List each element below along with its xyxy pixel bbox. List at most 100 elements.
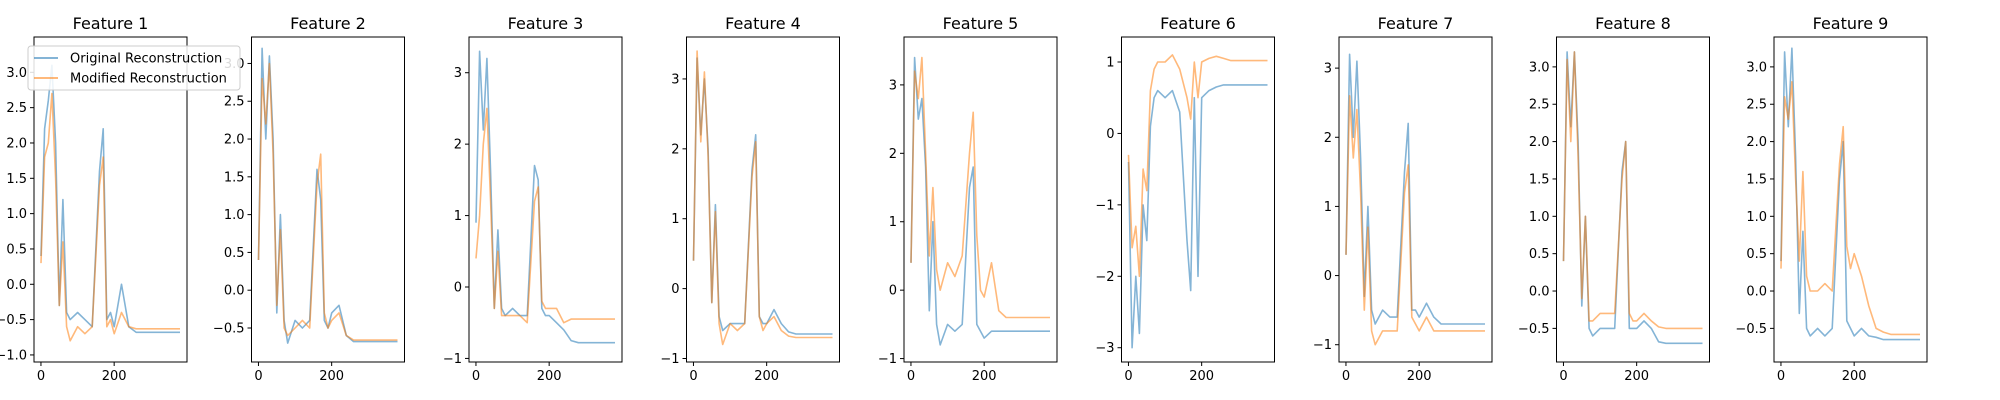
y-tick-label: 3.0 bbox=[1529, 60, 1550, 75]
series-line-modified bbox=[1562, 51, 1703, 330]
subplot-title: Feature 5 bbox=[943, 14, 1019, 33]
y-tick-label: 1.5 bbox=[1529, 172, 1550, 187]
y-tick-label: 2.0 bbox=[1529, 135, 1550, 150]
y-tick-label: 0 bbox=[1106, 127, 1114, 142]
y-tick-label: 2.5 bbox=[1746, 98, 1767, 113]
y-tick-label: 1.0 bbox=[1529, 210, 1550, 225]
x-tick-label: 0 bbox=[472, 369, 480, 384]
series-line-original bbox=[1127, 84, 1268, 349]
subplot-grid: −1.0−0.50.00.51.01.52.02.53.00 200Feature… bbox=[0, 14, 1928, 384]
series-line-modified bbox=[475, 107, 615, 324]
x-tick-label: 200 bbox=[1624, 369, 1649, 384]
axes-frame bbox=[468, 36, 623, 363]
y-tick-label: 0.5 bbox=[1746, 247, 1767, 262]
series-line-modified bbox=[910, 56, 1050, 319]
subplot-title: Feature 8 bbox=[1595, 14, 1671, 33]
subplot-6: −3 −2 −1 0 1 0 200 Feature 6 bbox=[1095, 14, 1275, 384]
y-tick-label: 2.0 bbox=[6, 136, 27, 151]
legend-label-modified: Modified Reconstruction bbox=[70, 72, 227, 87]
x-tick-label: 200 bbox=[754, 369, 779, 384]
subplot-3: −1 0 1 2 3 0 200 Feature 3 bbox=[443, 14, 623, 384]
y-tick-label: 2.5 bbox=[1529, 98, 1550, 113]
subplot-9: −0.5 0.0 0.5 1.0 1.5 2.0 2.5 3.0 0 200 Feature 9 bbox=[1735, 14, 1928, 384]
y-tick-label: 0 bbox=[454, 281, 462, 296]
y-tick-label: 2 bbox=[671, 142, 679, 157]
y-tick-label: 2.0 bbox=[224, 133, 245, 148]
y-tick-label: −0.5 bbox=[1735, 322, 1767, 337]
y-tick-label: −0.5 bbox=[1518, 322, 1550, 337]
y-tick-label: −2 bbox=[1095, 270, 1114, 285]
subplot-title: Feature 6 bbox=[1160, 14, 1236, 33]
subplot-title: Feature 7 bbox=[1378, 14, 1454, 33]
y-tick-label: 1 bbox=[454, 209, 462, 224]
y-tick-label: 1 bbox=[671, 212, 679, 227]
subplot-title: Feature 1 bbox=[73, 14, 149, 33]
y-tick-label: 3 bbox=[1324, 62, 1332, 77]
axes-frame bbox=[1773, 36, 1928, 363]
x-tick-label: 200 bbox=[1189, 369, 1214, 384]
y-tick-label: 2.5 bbox=[224, 95, 245, 110]
subplot-title: Feature 3 bbox=[508, 14, 584, 33]
series-line-modified bbox=[257, 62, 398, 341]
x-tick-label: 200 bbox=[972, 369, 997, 384]
y-tick-label: 0.5 bbox=[1529, 247, 1550, 262]
x-tick-label: 0 bbox=[1342, 369, 1350, 384]
axes-frame bbox=[1338, 36, 1493, 363]
x-tick-label: 0 bbox=[1777, 369, 1785, 384]
x-tick-label: 0 bbox=[1559, 369, 1567, 384]
subplot-7: −1 0 1 2 3 0 200 Feature 7 bbox=[1313, 14, 1493, 384]
y-tick-label: −1.0 bbox=[0, 348, 27, 363]
x-tick-label: 0 bbox=[907, 369, 915, 384]
axes-frame bbox=[686, 36, 840, 363]
y-tick-label: 2 bbox=[454, 138, 462, 153]
x-tick-label: 0 bbox=[1124, 369, 1132, 384]
y-tick-label: 1.0 bbox=[224, 208, 245, 223]
x-tick-label: 200 bbox=[1842, 369, 1867, 384]
y-tick-label: 1.0 bbox=[1746, 210, 1767, 225]
y-tick-label: 2 bbox=[889, 147, 897, 162]
y-tick-label: −1 bbox=[1095, 198, 1114, 213]
series-line-modified bbox=[1780, 81, 1920, 336]
y-tick-label: 1.5 bbox=[224, 170, 245, 185]
x-tick-label: 0 bbox=[37, 369, 45, 384]
series-line-modified bbox=[1345, 95, 1485, 346]
axes-frame bbox=[1121, 36, 1275, 363]
legend-box bbox=[27, 45, 241, 91]
axes-frame bbox=[903, 36, 1058, 363]
y-tick-label: −1 bbox=[878, 352, 897, 367]
y-tick-label: 3.0 bbox=[1746, 60, 1767, 75]
x-tick-label: 0 bbox=[254, 369, 262, 384]
y-tick-label: 0.0 bbox=[1746, 285, 1767, 300]
x-tick-label: 200 bbox=[319, 369, 344, 384]
y-tick-label: 3 bbox=[454, 66, 462, 81]
subplot-title: Feature 2 bbox=[290, 14, 366, 33]
y-tick-label: −3 bbox=[1095, 341, 1114, 356]
axes-frame bbox=[33, 36, 188, 363]
y-tick-label: 0.5 bbox=[224, 246, 245, 261]
x-tick-label: 200 bbox=[537, 369, 562, 384]
y-tick-label: 0 bbox=[889, 284, 897, 299]
series-line-original bbox=[910, 56, 1050, 346]
series-line-modified bbox=[1127, 54, 1268, 278]
y-tick-label: 2 bbox=[1324, 131, 1332, 146]
axes-frame bbox=[1556, 36, 1710, 363]
legend-label-original: Original Reconstruction bbox=[70, 52, 222, 67]
y-tick-label: 3 bbox=[889, 78, 897, 93]
y-tick-label: −0.5 bbox=[213, 321, 245, 336]
y-tick-label: 1 bbox=[1106, 56, 1114, 71]
subplot-title: Feature 9 bbox=[1813, 14, 1889, 33]
subplot-1: −1.0 −0.5 0.0 0.5 1.0 1.5 2.0 2.5 3.0 0 200 Feature… bbox=[0, 14, 188, 384]
legend: Original Reconstruction Modified Reconstr… bbox=[27, 45, 241, 91]
y-tick-label: 1.0 bbox=[6, 207, 27, 222]
y-tick-label: 0.0 bbox=[1529, 285, 1550, 300]
y-tick-label: 0.0 bbox=[224, 284, 245, 299]
y-tick-label: 2.5 bbox=[6, 101, 27, 116]
y-tick-label: 0.0 bbox=[6, 278, 27, 293]
y-tick-label: 0.5 bbox=[6, 242, 27, 257]
y-tick-label: 0 bbox=[671, 282, 679, 297]
subplot-title: Feature 4 bbox=[725, 14, 801, 33]
x-tick-label: 0 bbox=[689, 369, 697, 384]
